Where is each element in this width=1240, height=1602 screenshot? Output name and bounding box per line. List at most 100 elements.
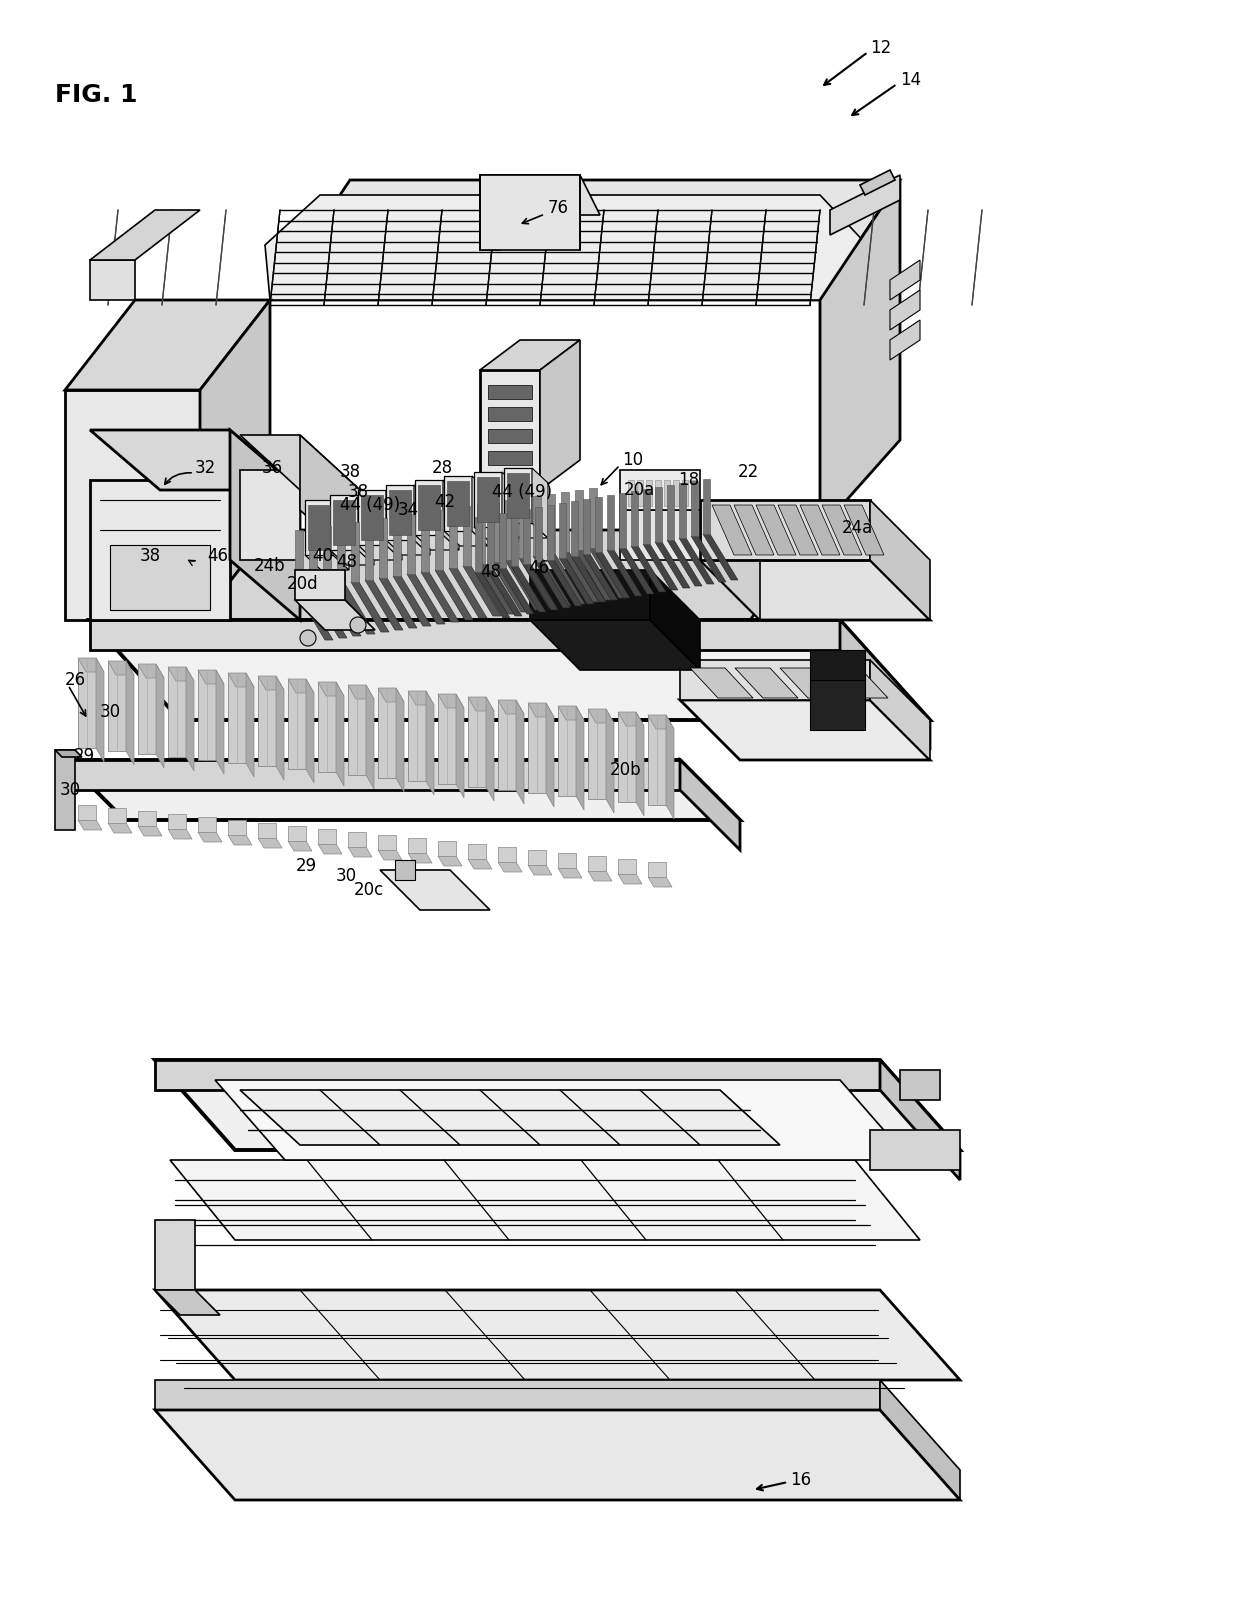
Polygon shape <box>155 1379 880 1410</box>
Polygon shape <box>198 670 224 684</box>
Polygon shape <box>337 524 345 585</box>
Polygon shape <box>480 340 580 370</box>
Polygon shape <box>701 561 930 620</box>
Polygon shape <box>649 714 666 804</box>
Polygon shape <box>358 545 402 561</box>
Polygon shape <box>583 554 618 601</box>
Polygon shape <box>351 582 389 633</box>
Polygon shape <box>467 859 492 868</box>
Polygon shape <box>200 300 270 620</box>
Polygon shape <box>880 1061 960 1181</box>
Polygon shape <box>880 1379 960 1499</box>
Polygon shape <box>570 501 578 556</box>
Polygon shape <box>408 690 434 705</box>
Polygon shape <box>393 516 401 577</box>
Polygon shape <box>336 682 343 787</box>
Polygon shape <box>167 666 186 758</box>
Polygon shape <box>288 679 306 769</box>
Polygon shape <box>295 590 334 641</box>
Polygon shape <box>393 577 432 626</box>
Polygon shape <box>216 670 224 774</box>
Polygon shape <box>511 566 546 612</box>
Polygon shape <box>689 668 753 698</box>
Polygon shape <box>228 673 254 687</box>
Polygon shape <box>198 817 216 831</box>
Polygon shape <box>309 588 347 638</box>
Polygon shape <box>438 855 463 867</box>
Polygon shape <box>91 620 930 719</box>
Polygon shape <box>167 666 193 681</box>
Polygon shape <box>528 703 546 793</box>
Polygon shape <box>295 601 374 630</box>
Polygon shape <box>533 497 541 556</box>
Polygon shape <box>358 490 386 545</box>
Polygon shape <box>503 522 548 538</box>
Text: 40: 40 <box>312 546 334 566</box>
Polygon shape <box>258 676 284 690</box>
Polygon shape <box>126 662 134 766</box>
Polygon shape <box>703 533 738 580</box>
Polygon shape <box>520 557 557 609</box>
Polygon shape <box>408 690 427 782</box>
Polygon shape <box>228 820 246 835</box>
Polygon shape <box>489 429 532 444</box>
Polygon shape <box>386 540 430 554</box>
Polygon shape <box>108 662 126 751</box>
Polygon shape <box>691 481 698 537</box>
Polygon shape <box>589 548 627 598</box>
Polygon shape <box>463 506 471 566</box>
Polygon shape <box>588 710 614 723</box>
Polygon shape <box>200 530 820 620</box>
Polygon shape <box>546 703 554 807</box>
Polygon shape <box>422 513 429 572</box>
Polygon shape <box>507 473 529 517</box>
Polygon shape <box>667 485 675 540</box>
Polygon shape <box>489 384 532 399</box>
Polygon shape <box>467 697 494 711</box>
Polygon shape <box>258 823 277 838</box>
Polygon shape <box>682 481 688 506</box>
Polygon shape <box>487 514 494 570</box>
Polygon shape <box>277 676 284 780</box>
Polygon shape <box>463 566 501 617</box>
Polygon shape <box>712 505 751 554</box>
Polygon shape <box>215 1080 910 1160</box>
Polygon shape <box>449 508 458 569</box>
Polygon shape <box>480 175 500 250</box>
Polygon shape <box>631 546 666 593</box>
Polygon shape <box>529 570 650 620</box>
Polygon shape <box>680 759 740 851</box>
Polygon shape <box>444 530 489 546</box>
Polygon shape <box>418 485 440 530</box>
Polygon shape <box>577 706 584 811</box>
Polygon shape <box>241 436 360 490</box>
Polygon shape <box>619 493 626 548</box>
Polygon shape <box>844 505 884 554</box>
Polygon shape <box>491 562 529 612</box>
Polygon shape <box>547 561 582 606</box>
Polygon shape <box>78 658 104 671</box>
Polygon shape <box>777 505 818 554</box>
Polygon shape <box>480 175 580 250</box>
Polygon shape <box>890 320 920 360</box>
Text: 32: 32 <box>195 460 216 477</box>
Text: 30: 30 <box>60 782 81 799</box>
Polygon shape <box>198 831 222 843</box>
Text: 48: 48 <box>336 553 357 570</box>
Polygon shape <box>155 1290 960 1379</box>
Polygon shape <box>627 481 634 506</box>
Polygon shape <box>449 569 487 618</box>
Polygon shape <box>155 1221 195 1290</box>
Polygon shape <box>308 505 330 549</box>
Polygon shape <box>498 569 534 614</box>
Polygon shape <box>516 700 525 804</box>
Text: 38: 38 <box>348 482 370 501</box>
Polygon shape <box>474 527 518 541</box>
Polygon shape <box>358 495 374 566</box>
Polygon shape <box>619 548 653 594</box>
Polygon shape <box>649 876 672 888</box>
Polygon shape <box>472 476 489 546</box>
Polygon shape <box>300 436 360 566</box>
Polygon shape <box>456 694 464 798</box>
Polygon shape <box>288 679 314 694</box>
